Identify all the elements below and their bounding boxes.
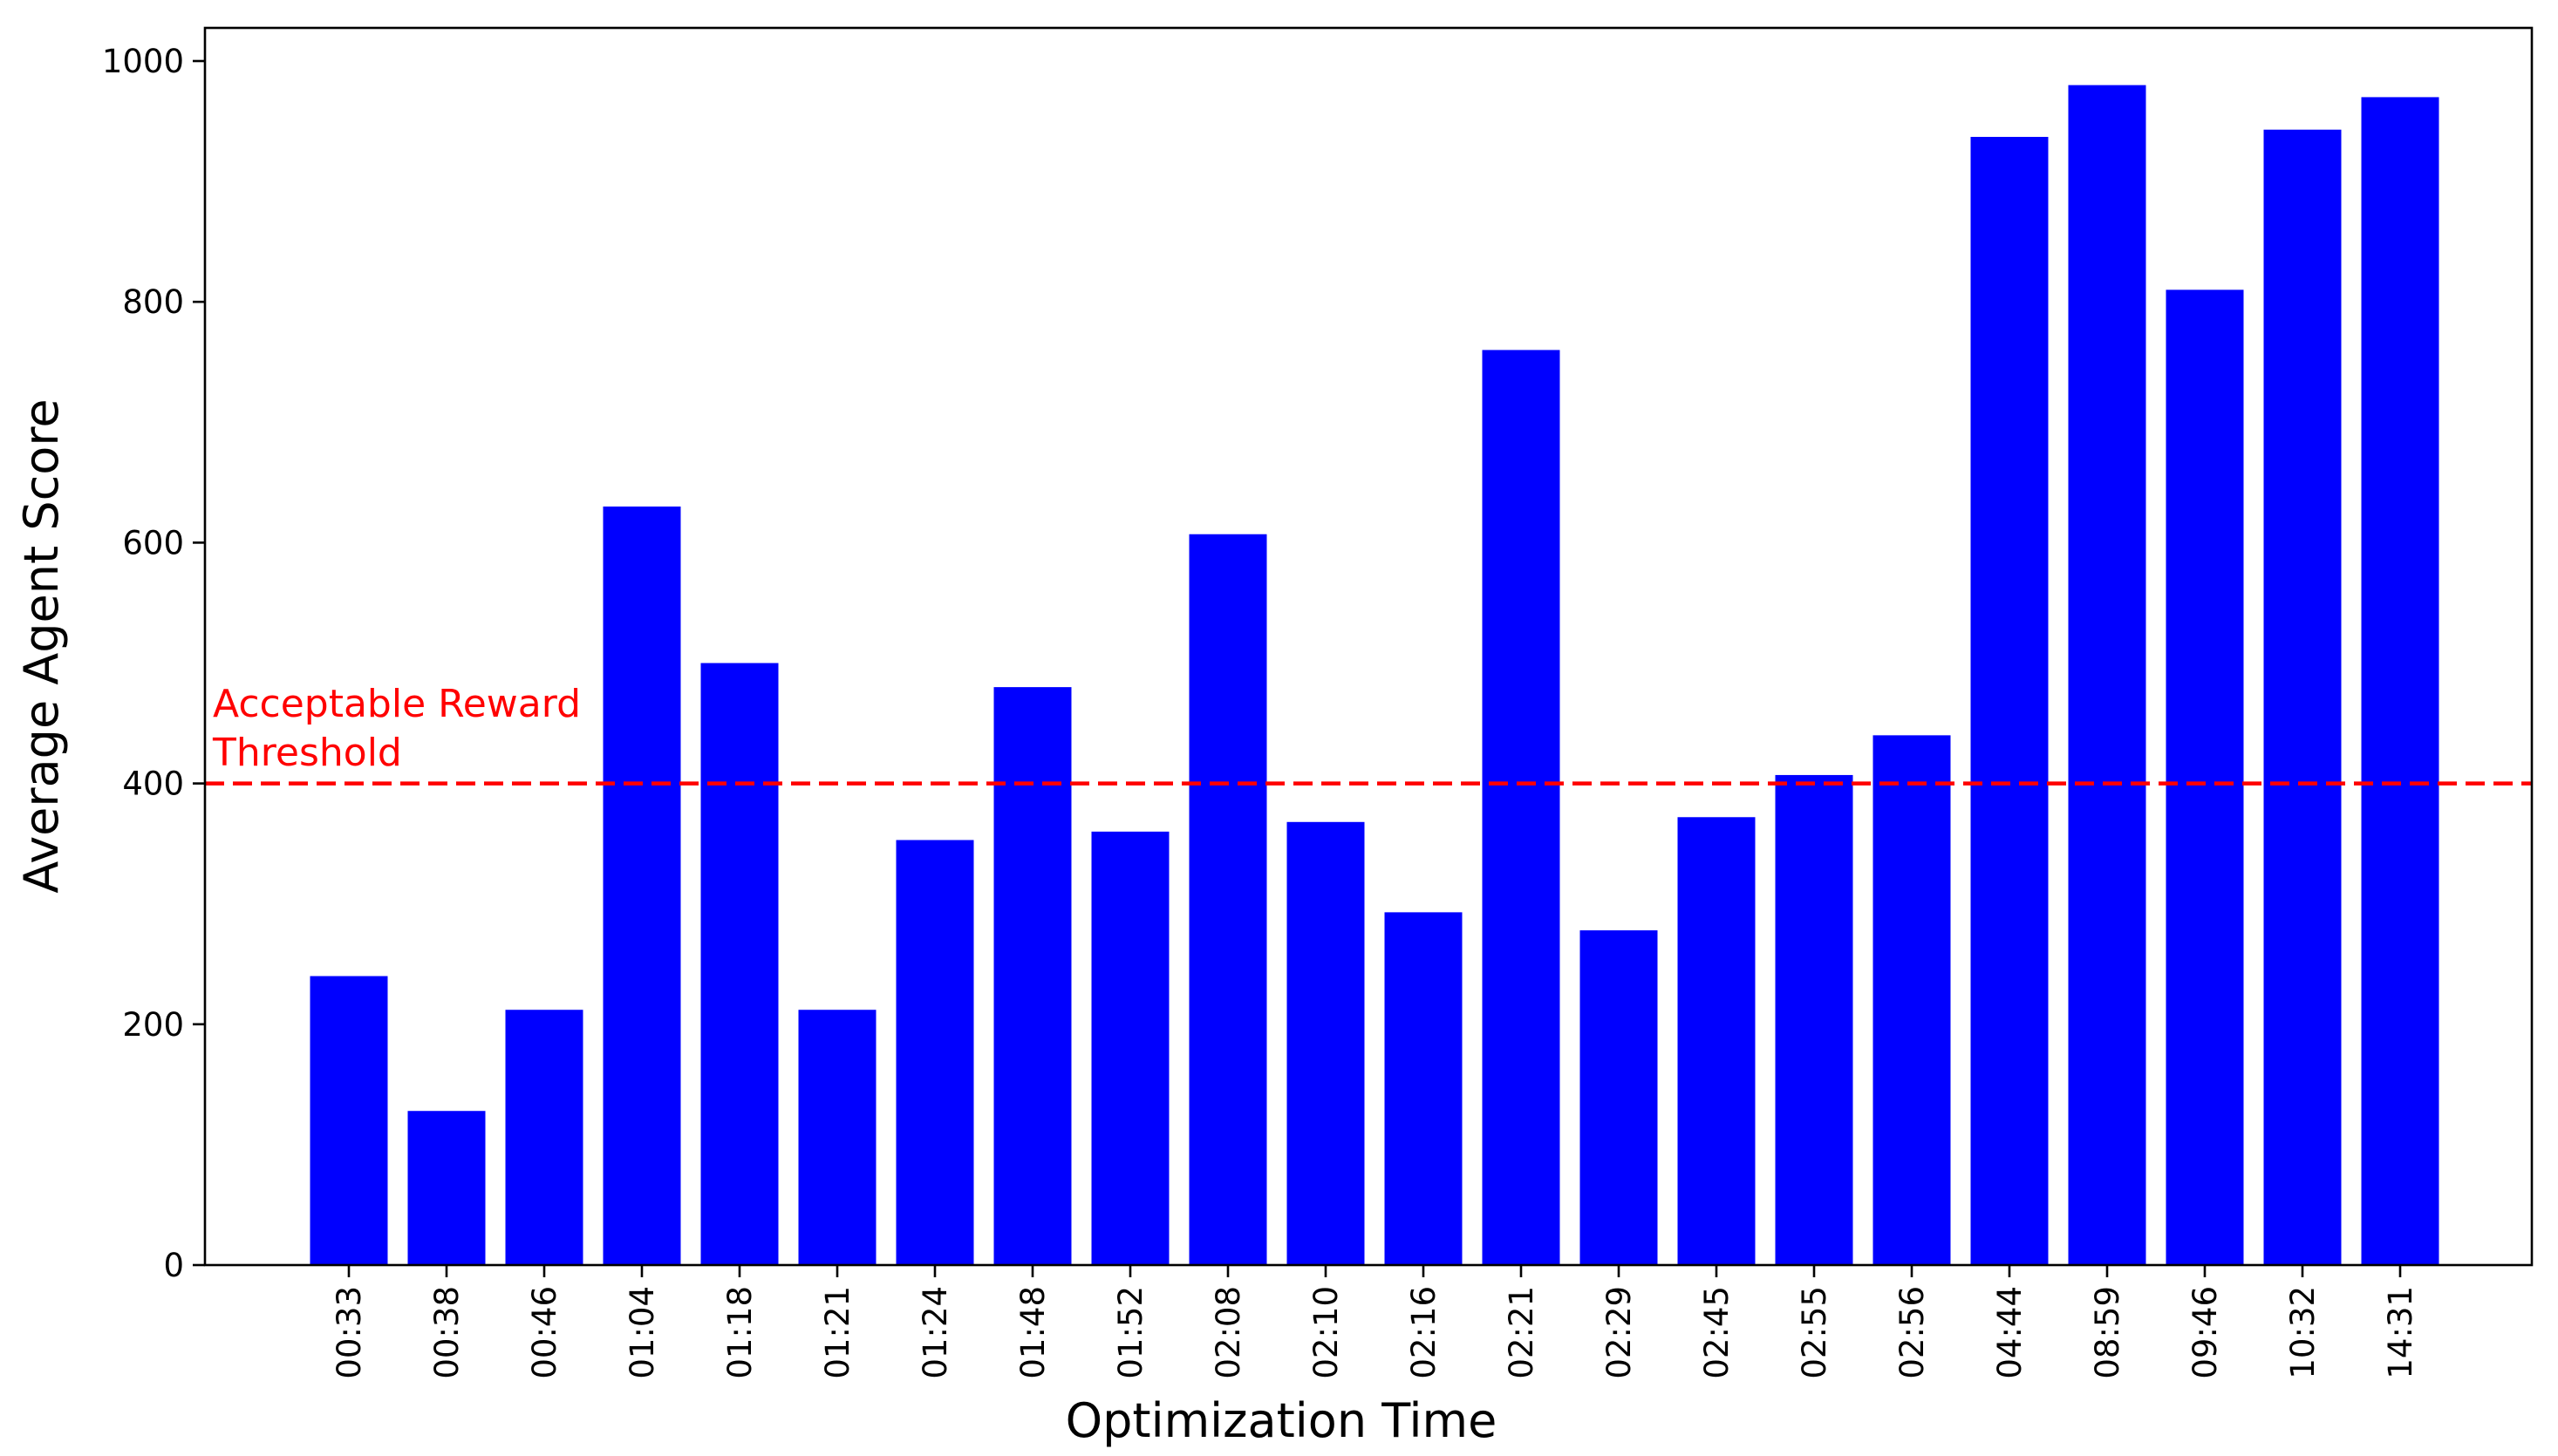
bar-00:33 (310, 976, 388, 1265)
x-axis-title: Optimization Time (1066, 1393, 1497, 1448)
bar-02:45 (1677, 817, 1756, 1265)
threshold-layer: Acceptable Reward Threshold (205, 682, 2532, 786)
y-tick-label: 800 (122, 283, 184, 321)
bar-01:18 (700, 663, 779, 1265)
bar-01:48 (993, 687, 1072, 1265)
x-tick-label: 01:21 (819, 1286, 856, 1379)
x-tick-label: 00:38 (428, 1286, 466, 1379)
bar-02:16 (1384, 912, 1463, 1265)
y-tick-label: 200 (122, 1006, 184, 1044)
x-tick-label: 00:46 (526, 1286, 563, 1379)
y-tick-label: 1000 (102, 43, 184, 80)
x-tick-label: 02:10 (1307, 1286, 1345, 1379)
x-tick-label: 02:21 (1503, 1286, 1540, 1379)
bar-00:38 (407, 1111, 486, 1265)
x-tick-label: 14:31 (2382, 1286, 2419, 1379)
bar-02:21 (1482, 350, 1560, 1266)
bar-00:46 (505, 1010, 583, 1265)
x-tick-label: 01:48 (1014, 1286, 1052, 1379)
x-tick-label: 02:55 (1796, 1286, 1833, 1379)
y-axis-title: Average Agent Score (14, 398, 69, 893)
bar-02:10 (1286, 821, 1365, 1265)
bar-01:21 (798, 1010, 877, 1265)
bar-01:04 (603, 506, 681, 1265)
x-axis: 00:33 00:38 00:46 01:04 01:18 01:21 01:24 01:48… (331, 1265, 2419, 1379)
y-tick-label: 600 (122, 524, 184, 561)
y-tick-label: 0 (163, 1247, 184, 1284)
bar-01:24 (896, 840, 974, 1265)
x-tick-label: 10:32 (2284, 1286, 2322, 1379)
y-tick-label: 400 (122, 765, 184, 803)
y-axis: 0 200 400 600 800 1000 (102, 43, 205, 1284)
bars-layer (310, 85, 2439, 1266)
bar-02:56 (1872, 735, 1951, 1265)
x-tick-label: 09:46 (2186, 1286, 2224, 1379)
bar-08:59 (2068, 85, 2146, 1266)
bar-10:32 (2263, 129, 2342, 1265)
x-tick-label: 01:18 (721, 1286, 759, 1379)
x-tick-label: 01:24 (917, 1286, 954, 1379)
x-tick-label: 04:44 (1991, 1286, 2029, 1379)
bar-09:46 (2166, 289, 2244, 1265)
x-tick-label: 02:16 (1405, 1286, 1443, 1379)
x-tick-label: 02:29 (1600, 1286, 1638, 1379)
x-tick-label: 00:33 (331, 1286, 368, 1379)
bar-02:55 (1775, 774, 1853, 1265)
bar-14:31 (2361, 97, 2439, 1265)
x-tick-label: 01:04 (624, 1286, 661, 1379)
x-tick-label: 02:56 (1893, 1286, 1931, 1379)
x-tick-label: 08:59 (2089, 1286, 2126, 1379)
threshold-label-continued: Threshold (212, 731, 402, 775)
threshold-label: Acceptable Reward (213, 682, 581, 726)
bar-04:44 (1970, 137, 2049, 1265)
bar-02:08 (1189, 534, 1267, 1265)
bar-01:52 (1091, 831, 1170, 1265)
plot-frame (203, 26, 2534, 1267)
x-tick-label: 02:45 (1698, 1286, 1736, 1379)
x-tick-label: 01:52 (1112, 1286, 1149, 1379)
x-tick-label: 02:08 (1210, 1286, 1247, 1379)
bar-02:29 (1579, 930, 1658, 1265)
